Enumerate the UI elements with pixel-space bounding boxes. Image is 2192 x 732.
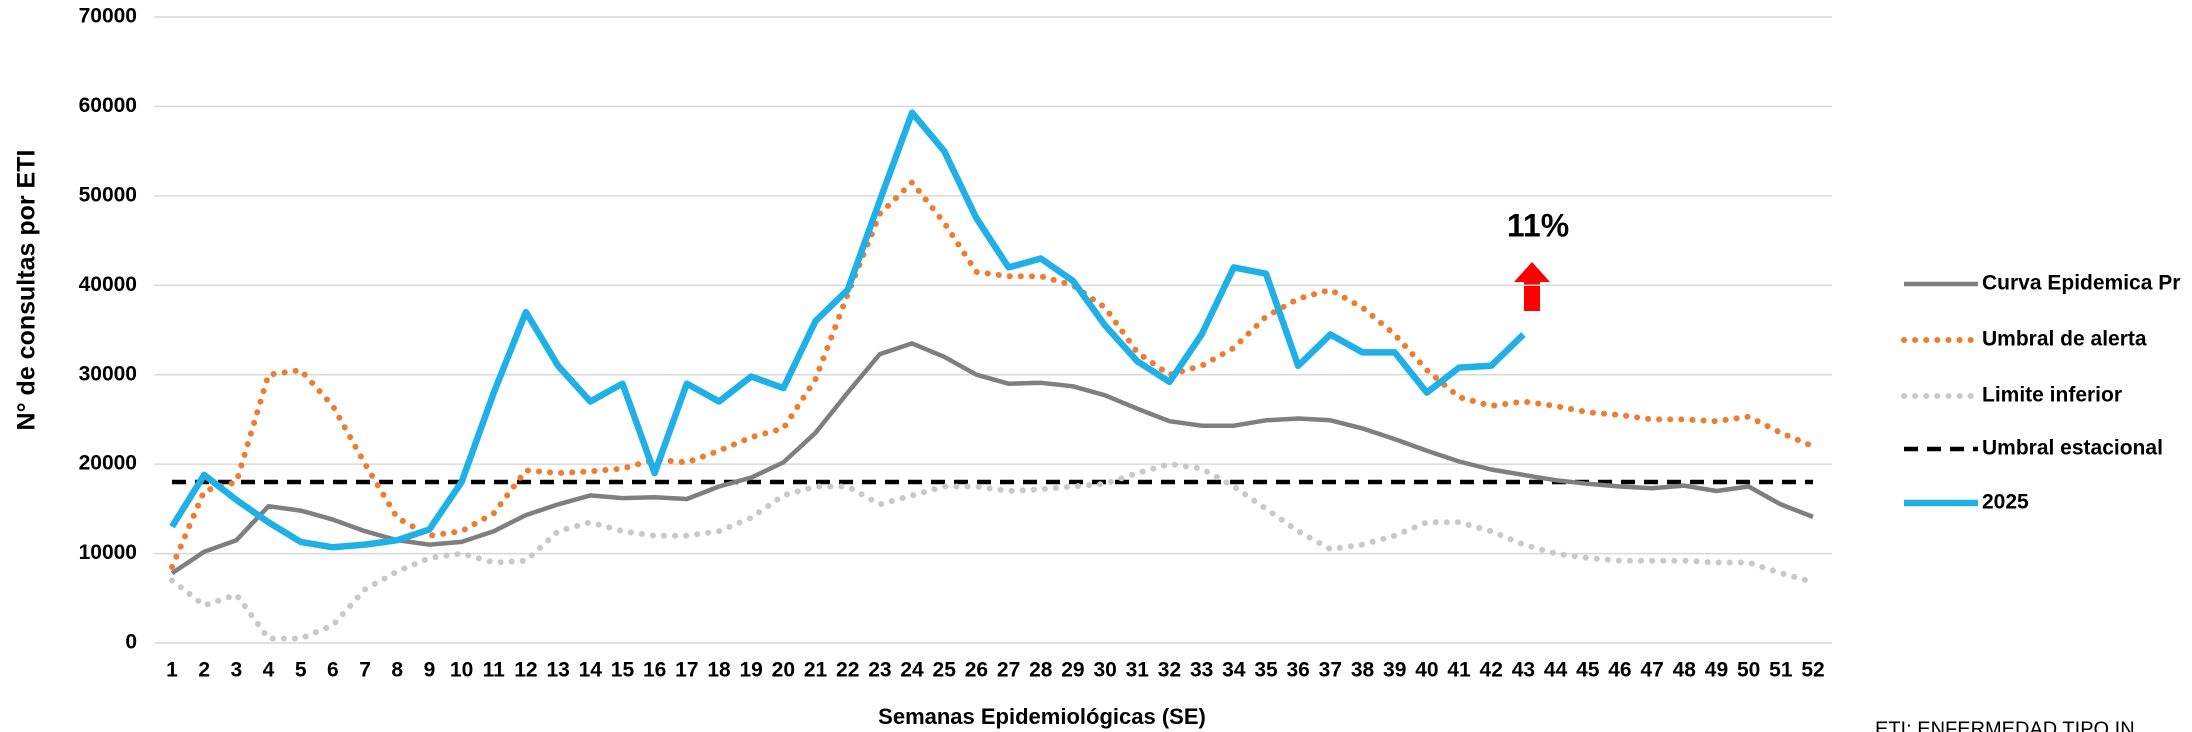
x-tick-label: 9 (424, 659, 436, 682)
x-tick-label: 47 (1640, 659, 1663, 682)
x-tick-label: 37 (1319, 659, 1342, 682)
y-tick-label: 20000 (79, 452, 137, 475)
x-tick-label: 31 (1126, 659, 1150, 682)
x-tick-label: 8 (391, 659, 403, 682)
x-tick-label: 30 (1093, 659, 1116, 682)
x-tick-label: 4 (263, 659, 275, 682)
footnote: ETI: ENFERMEDAD TIPO IN (1875, 718, 2135, 732)
y-tick-label: 30000 (79, 362, 137, 385)
legend-label: 2025 (1982, 491, 2029, 514)
x-tick-label: 13 (546, 659, 569, 682)
x-tick-label: 6 (327, 659, 339, 682)
y-tick-label: 60000 (79, 94, 137, 117)
x-tick-label: 46 (1608, 659, 1631, 682)
x-tick-label: 48 (1673, 659, 1697, 682)
x-tick-label: 32 (1158, 659, 1181, 682)
x-tick-label: 50 (1737, 659, 1760, 682)
annotation: 11% (1507, 207, 1569, 243)
x-tick-label: 33 (1190, 659, 1213, 682)
x-tick-label: 45 (1576, 659, 1600, 682)
x-tick-label: 39 (1383, 659, 1406, 682)
legend-label: Curva Epidemica Pr (1982, 272, 2180, 295)
y-tick-label: 50000 (79, 183, 137, 206)
y-axis-title: N° de consultas por ETI (13, 150, 41, 431)
x-tick-label: 1 (166, 659, 178, 682)
y-tick-label: 0 (125, 631, 137, 654)
x-tick-label: 12 (514, 659, 537, 682)
x-tick-label: 7 (359, 659, 371, 682)
legend-label: Umbral estacional (1982, 437, 2163, 460)
y-tick-label: 40000 (79, 273, 137, 296)
x-tick-label: 3 (231, 659, 243, 682)
x-tick-label: 2 (198, 659, 210, 682)
x-tick-label: 16 (643, 659, 666, 682)
legend-label: Limite inferior (1982, 384, 2122, 407)
x-tick-label: 40 (1415, 659, 1438, 682)
x-tick-label: 21 (804, 659, 828, 682)
x-tick-label: 19 (739, 659, 762, 682)
y-tick-label: 10000 (79, 541, 137, 564)
x-tick-label: 51 (1769, 659, 1793, 682)
x-tick-label: 18 (707, 659, 731, 682)
x-tick-label: 34 (1222, 659, 1246, 682)
x-tick-label: 28 (1029, 659, 1053, 682)
x-tick-label: 24 (900, 659, 924, 682)
x-tick-label: 26 (965, 659, 988, 682)
x-tick-label: 42 (1480, 659, 1503, 682)
y-tick-label: 70000 (79, 5, 137, 28)
x-tick-label: 23 (868, 659, 891, 682)
x-tick-label: 14 (579, 659, 603, 682)
x-tick-label: 22 (836, 659, 859, 682)
x-tick-label: 35 (1254, 659, 1278, 682)
legend-label: Umbral de alerta (1982, 328, 2147, 351)
x-tick-label: 27 (997, 659, 1020, 682)
chart: N° de consultas por ETI Semanas Epidemio… (0, 0, 2192, 732)
x-tick-label: 20 (772, 659, 795, 682)
x-axis-title: Semanas Epidemiológicas (SE) (878, 704, 1206, 729)
x-tick-label: 11 (483, 659, 506, 682)
x-tick-label: 49 (1705, 659, 1728, 682)
x-tick-label: 38 (1351, 659, 1375, 682)
x-tick-label: 41 (1447, 659, 1471, 682)
x-tick-label: 43 (1512, 659, 1535, 682)
x-tick-label: 44 (1544, 659, 1568, 682)
x-tick-label: 5 (295, 659, 307, 682)
x-tick-label: 52 (1801, 659, 1824, 682)
x-tick-label: 36 (1286, 659, 1309, 682)
x-tick-label: 25 (933, 659, 957, 682)
x-tick-label: 10 (450, 659, 473, 682)
x-tick-label: 15 (611, 659, 635, 682)
x-tick-label: 17 (675, 659, 698, 682)
background (0, 0, 2192, 732)
x-tick-label: 29 (1061, 659, 1084, 682)
